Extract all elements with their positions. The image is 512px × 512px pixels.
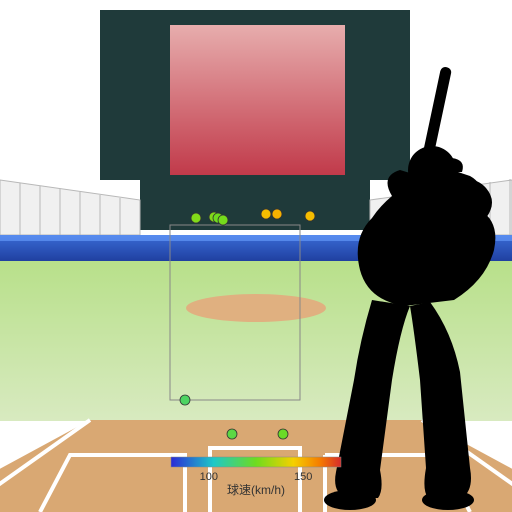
chart-svg: 100 150 球速(km/h) [0,0,512,512]
pitch-marker [278,429,288,439]
pitch-marker [180,395,190,405]
pitch-marker [191,213,201,223]
colorbar-tick-label: 150 [294,471,312,483]
scoreboard-screen [170,25,345,175]
pitch-marker [272,209,282,219]
pitch-location-chart: 100 150 球速(km/h) [0,0,512,512]
colorbar-axis-label: 球速(km/h) [227,483,285,497]
pitch-marker [218,215,228,225]
pitchers-mound [186,294,326,322]
colorbar-tick-label: 100 [200,471,218,483]
pitch-marker [227,429,237,439]
pitch-marker [261,209,271,219]
pitch-marker [305,211,315,221]
